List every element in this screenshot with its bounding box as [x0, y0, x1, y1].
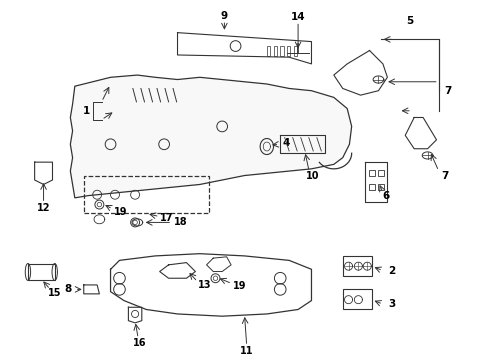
- Text: 2: 2: [387, 266, 395, 276]
- Bar: [342, 256, 371, 276]
- Text: 4: 4: [282, 138, 289, 148]
- Bar: [28, 264, 55, 280]
- Text: 16: 16: [133, 338, 146, 348]
- Text: 5: 5: [405, 17, 412, 27]
- Bar: [266, 46, 270, 56]
- Bar: [368, 184, 374, 190]
- Polygon shape: [70, 75, 351, 198]
- Bar: [293, 46, 297, 56]
- Text: 7: 7: [441, 171, 448, 180]
- Text: 19: 19: [233, 281, 246, 291]
- Bar: [368, 170, 374, 176]
- Bar: [273, 46, 277, 56]
- Text: 17: 17: [159, 213, 173, 223]
- Text: 12: 12: [37, 203, 50, 213]
- Bar: [342, 289, 371, 310]
- Text: 15: 15: [48, 288, 61, 298]
- Bar: [280, 46, 283, 56]
- Text: 13: 13: [197, 280, 211, 290]
- Text: 8: 8: [64, 284, 72, 294]
- Text: 3: 3: [387, 299, 395, 309]
- Text: 7: 7: [443, 86, 450, 96]
- Bar: [377, 184, 383, 190]
- Text: 9: 9: [221, 11, 227, 21]
- Bar: [377, 170, 383, 176]
- Bar: [286, 46, 290, 56]
- Text: 14: 14: [290, 12, 305, 22]
- Text: 19: 19: [113, 207, 127, 217]
- Bar: [83, 176, 208, 213]
- Text: 11: 11: [240, 346, 253, 356]
- Text: 10: 10: [305, 171, 319, 180]
- Text: 6: 6: [382, 191, 389, 201]
- Text: 18: 18: [174, 217, 187, 228]
- Text: 1: 1: [82, 106, 89, 116]
